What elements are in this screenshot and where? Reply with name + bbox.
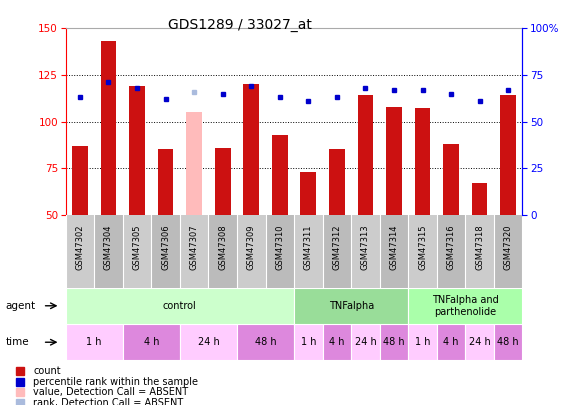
- Text: 1 h: 1 h: [300, 337, 316, 347]
- Text: GSM47307: GSM47307: [190, 225, 199, 270]
- Text: GSM47306: GSM47306: [161, 225, 170, 270]
- Bar: [123, 324, 180, 360]
- Bar: [72, 146, 88, 215]
- Text: 1 h: 1 h: [415, 337, 431, 347]
- Text: time: time: [6, 337, 29, 347]
- Bar: [215, 147, 231, 215]
- Bar: [243, 84, 259, 215]
- Text: 1 h: 1 h: [86, 337, 102, 347]
- Text: 48 h: 48 h: [255, 337, 276, 347]
- Bar: [208, 215, 237, 288]
- Text: GSM47320: GSM47320: [504, 225, 513, 270]
- Bar: [437, 215, 465, 288]
- Text: control: control: [163, 301, 197, 311]
- Bar: [380, 215, 408, 288]
- Text: GSM47302: GSM47302: [75, 225, 85, 270]
- Bar: [123, 215, 151, 288]
- Bar: [180, 324, 237, 360]
- Bar: [408, 288, 522, 324]
- Bar: [408, 324, 437, 360]
- Text: 24 h: 24 h: [198, 337, 219, 347]
- Bar: [66, 324, 123, 360]
- Bar: [351, 215, 380, 288]
- Bar: [500, 96, 516, 215]
- Text: 24 h: 24 h: [355, 337, 376, 347]
- Bar: [151, 215, 180, 288]
- Bar: [66, 288, 294, 324]
- Text: GSM47305: GSM47305: [132, 225, 142, 270]
- Text: count: count: [33, 366, 61, 376]
- Bar: [415, 109, 431, 215]
- Bar: [437, 324, 465, 360]
- Text: TNFalpha and
parthenolide: TNFalpha and parthenolide: [432, 295, 498, 317]
- Bar: [494, 215, 522, 288]
- Text: GSM47313: GSM47313: [361, 225, 370, 270]
- Text: GSM47314: GSM47314: [389, 225, 399, 270]
- Text: GSM47304: GSM47304: [104, 225, 113, 270]
- Bar: [408, 215, 437, 288]
- Text: 24 h: 24 h: [469, 337, 490, 347]
- Text: GSM47312: GSM47312: [332, 225, 341, 270]
- Bar: [443, 144, 459, 215]
- Bar: [294, 288, 408, 324]
- Bar: [386, 107, 402, 215]
- Text: GSM47316: GSM47316: [447, 225, 456, 270]
- Bar: [323, 215, 351, 288]
- Text: 4 h: 4 h: [329, 337, 345, 347]
- Bar: [129, 86, 145, 215]
- Bar: [465, 215, 494, 288]
- Bar: [94, 215, 123, 288]
- Bar: [158, 149, 174, 215]
- Bar: [300, 172, 316, 215]
- Text: GSM47315: GSM47315: [418, 225, 427, 270]
- Text: GSM47308: GSM47308: [218, 225, 227, 270]
- Text: GSM47311: GSM47311: [304, 225, 313, 270]
- Bar: [66, 215, 94, 288]
- Bar: [357, 96, 373, 215]
- Bar: [272, 134, 288, 215]
- Text: percentile rank within the sample: percentile rank within the sample: [33, 377, 198, 387]
- Text: GDS1289 / 33027_at: GDS1289 / 33027_at: [168, 18, 312, 32]
- Bar: [294, 215, 323, 288]
- Bar: [180, 215, 208, 288]
- Bar: [266, 215, 294, 288]
- Text: 48 h: 48 h: [497, 337, 519, 347]
- Bar: [237, 324, 294, 360]
- Bar: [494, 324, 522, 360]
- Bar: [380, 324, 408, 360]
- Bar: [186, 112, 202, 215]
- Text: value, Detection Call = ABSENT: value, Detection Call = ABSENT: [33, 387, 188, 397]
- Text: TNFalpha: TNFalpha: [328, 301, 374, 311]
- Bar: [100, 41, 116, 215]
- Text: 4 h: 4 h: [143, 337, 159, 347]
- Bar: [465, 324, 494, 360]
- Text: agent: agent: [6, 301, 36, 311]
- Text: rank, Detection Call = ABSENT: rank, Detection Call = ABSENT: [33, 398, 183, 405]
- Bar: [351, 324, 380, 360]
- Text: GSM47318: GSM47318: [475, 225, 484, 270]
- Bar: [472, 183, 488, 215]
- Bar: [329, 149, 345, 215]
- Text: GSM47309: GSM47309: [247, 225, 256, 270]
- Text: 48 h: 48 h: [383, 337, 405, 347]
- Text: GSM47310: GSM47310: [275, 225, 284, 270]
- Text: 4 h: 4 h: [443, 337, 459, 347]
- Bar: [294, 324, 323, 360]
- Bar: [237, 215, 266, 288]
- Bar: [323, 324, 351, 360]
